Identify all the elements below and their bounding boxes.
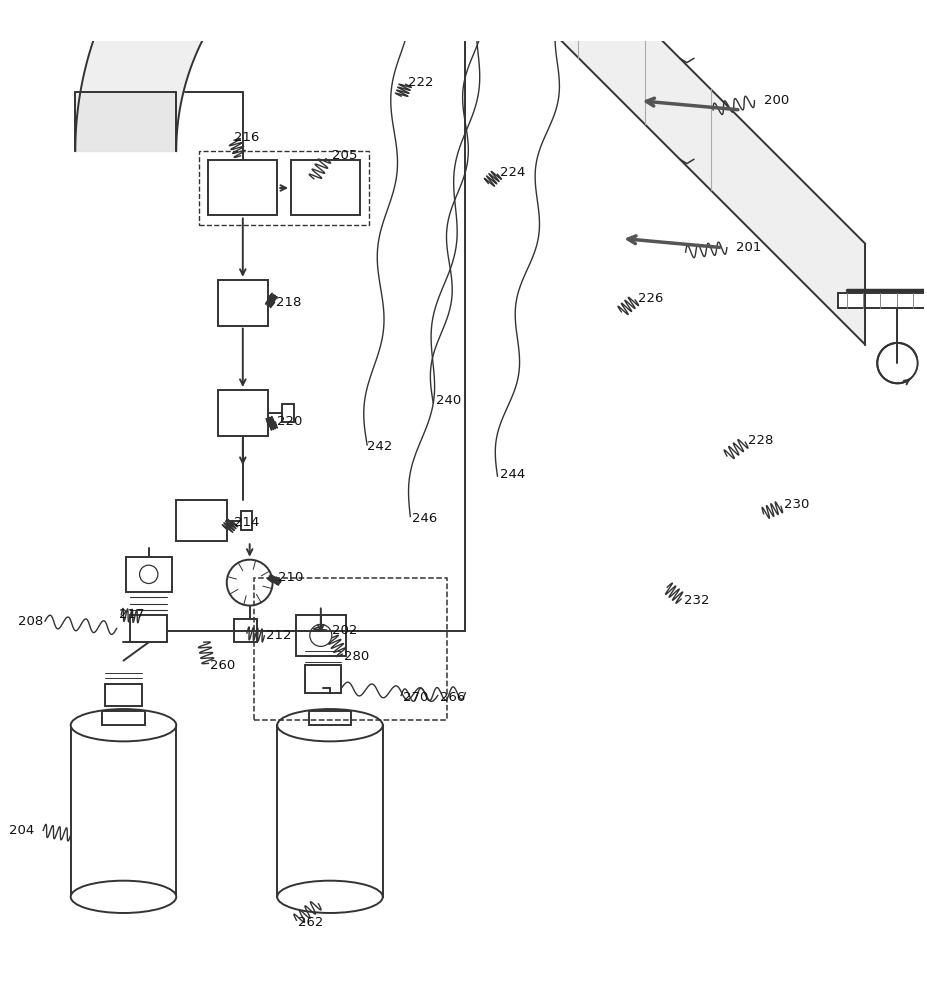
Text: 218: 218 [276,296,301,309]
Polygon shape [75,92,176,151]
Bar [240,511,252,530]
Bar [309,711,351,725]
Circle shape [877,343,918,383]
Ellipse shape [70,881,176,913]
Text: 210: 210 [278,571,303,584]
Bar [199,151,369,225]
Bar [838,293,927,308]
Text: 240: 240 [436,394,462,407]
Text: 217: 217 [120,608,145,621]
Bar [235,619,257,642]
Text: 270: 270 [403,691,428,704]
Text: 244: 244 [501,468,526,481]
Text: 228: 228 [748,434,773,447]
Bar [218,390,268,436]
Text: 246: 246 [413,512,438,525]
Text: 201: 201 [736,241,761,254]
Text: 262: 262 [298,916,324,929]
Circle shape [140,565,158,584]
Bar [176,500,227,541]
Bar [277,725,383,897]
Text: 220: 220 [277,415,302,428]
Bar [254,578,447,720]
Bar [291,160,360,215]
Bar [305,665,341,693]
Bar [70,725,176,897]
Bar [209,160,277,215]
Ellipse shape [277,709,383,741]
Bar [131,615,167,642]
Circle shape [227,560,273,606]
Text: 212: 212 [266,629,292,642]
Text: 216: 216 [235,131,260,144]
Text: 202: 202 [332,624,358,637]
Text: 266: 266 [439,691,465,704]
Ellipse shape [277,881,383,913]
Text: 242: 242 [367,440,392,453]
Text: 232: 232 [684,594,709,607]
Bar [218,280,268,326]
Text: 214: 214 [235,516,260,529]
Bar [282,404,294,422]
Text: 260: 260 [210,659,235,672]
Bar [105,684,142,706]
Polygon shape [75,0,865,345]
Bar [102,711,145,725]
Bar [296,615,346,656]
Text: 208: 208 [18,615,44,628]
Text: 226: 226 [638,292,663,305]
Text: 205: 205 [332,149,358,162]
Text: 200: 200 [764,94,789,107]
Text: 224: 224 [501,166,526,179]
Text: 280: 280 [344,650,370,663]
Text: 222: 222 [408,76,433,89]
Circle shape [310,624,332,646]
Bar [126,557,171,592]
Text: 204: 204 [8,824,34,837]
Ellipse shape [70,709,176,741]
Text: 230: 230 [784,498,809,511]
